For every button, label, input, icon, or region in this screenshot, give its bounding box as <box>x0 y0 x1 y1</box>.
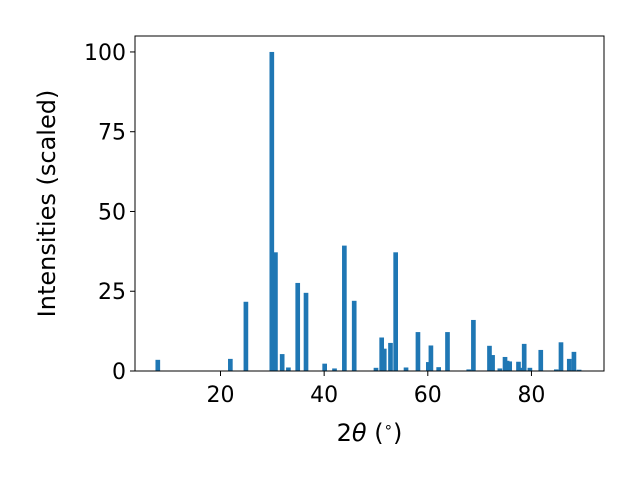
bar <box>332 368 337 371</box>
y-tick-label: 0 <box>112 360 126 385</box>
bar <box>571 351 577 371</box>
bar-series <box>155 51 582 371</box>
bar <box>576 369 582 371</box>
bar <box>558 342 564 371</box>
y-axis: 0 25 50 75 100 <box>84 41 135 385</box>
bar <box>351 300 357 371</box>
x-tick-label: 80 <box>517 383 545 408</box>
bar <box>379 337 385 371</box>
bar <box>504 360 510 371</box>
bar <box>322 363 327 371</box>
x-axis: 20 40 60 80 <box>207 371 545 408</box>
bar <box>516 361 521 371</box>
bar <box>295 282 301 371</box>
bar <box>415 332 421 371</box>
bar <box>519 367 524 371</box>
bar <box>471 319 476 371</box>
bar <box>521 343 527 371</box>
bar <box>425 362 431 371</box>
x-tick-label: 20 <box>207 383 235 408</box>
bar <box>279 354 285 371</box>
bar <box>527 367 533 371</box>
bar <box>273 252 278 371</box>
bar <box>303 292 309 371</box>
bar <box>286 367 291 371</box>
bar <box>490 355 495 371</box>
y-tick-label: 100 <box>84 41 126 66</box>
plot-frame <box>134 35 605 372</box>
bar <box>428 345 434 371</box>
bar <box>445 332 450 371</box>
bar <box>436 367 442 371</box>
bar <box>243 301 249 371</box>
y-axis-label: Intensities (scaled) <box>33 90 61 318</box>
y-tick-label: 75 <box>98 121 126 146</box>
x-tick-label: 40 <box>310 383 338 408</box>
bar <box>507 361 513 371</box>
bar <box>269 51 275 371</box>
bar <box>538 349 544 371</box>
bar <box>466 369 472 371</box>
bar <box>487 345 492 371</box>
bar <box>381 348 387 371</box>
x-axis-label: 2θ (∘) <box>337 418 403 447</box>
bar <box>342 245 347 371</box>
x-tick-label: 60 <box>414 383 442 408</box>
y-tick-label: 50 <box>98 200 126 225</box>
bar <box>155 359 161 371</box>
y-tick-label: 25 <box>98 280 126 305</box>
bar <box>403 367 409 371</box>
bar <box>497 368 503 371</box>
bar <box>566 358 572 371</box>
bar <box>228 358 233 371</box>
bar <box>393 252 398 371</box>
bar <box>553 369 559 371</box>
bar <box>373 367 379 371</box>
bar <box>388 342 393 371</box>
